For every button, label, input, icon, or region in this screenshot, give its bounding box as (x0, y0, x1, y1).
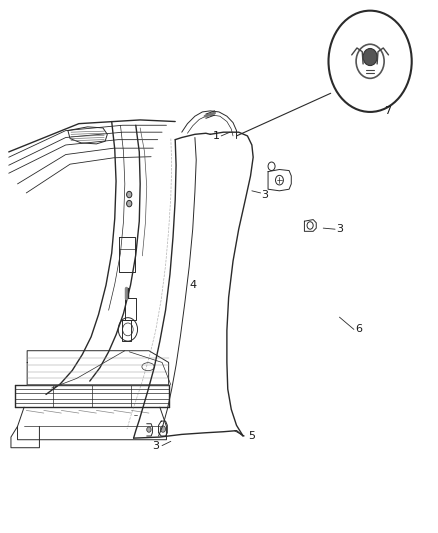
Text: 5: 5 (248, 431, 255, 441)
Circle shape (127, 191, 132, 198)
Circle shape (127, 200, 132, 207)
Text: 6: 6 (356, 325, 363, 334)
Text: 7: 7 (384, 106, 391, 116)
Text: 3: 3 (261, 190, 268, 199)
Circle shape (147, 427, 151, 432)
Text: 1: 1 (213, 131, 220, 141)
Circle shape (363, 49, 377, 66)
Text: 4: 4 (189, 280, 196, 290)
Circle shape (160, 426, 166, 432)
Text: 3: 3 (336, 224, 343, 234)
Text: 3: 3 (152, 441, 159, 450)
